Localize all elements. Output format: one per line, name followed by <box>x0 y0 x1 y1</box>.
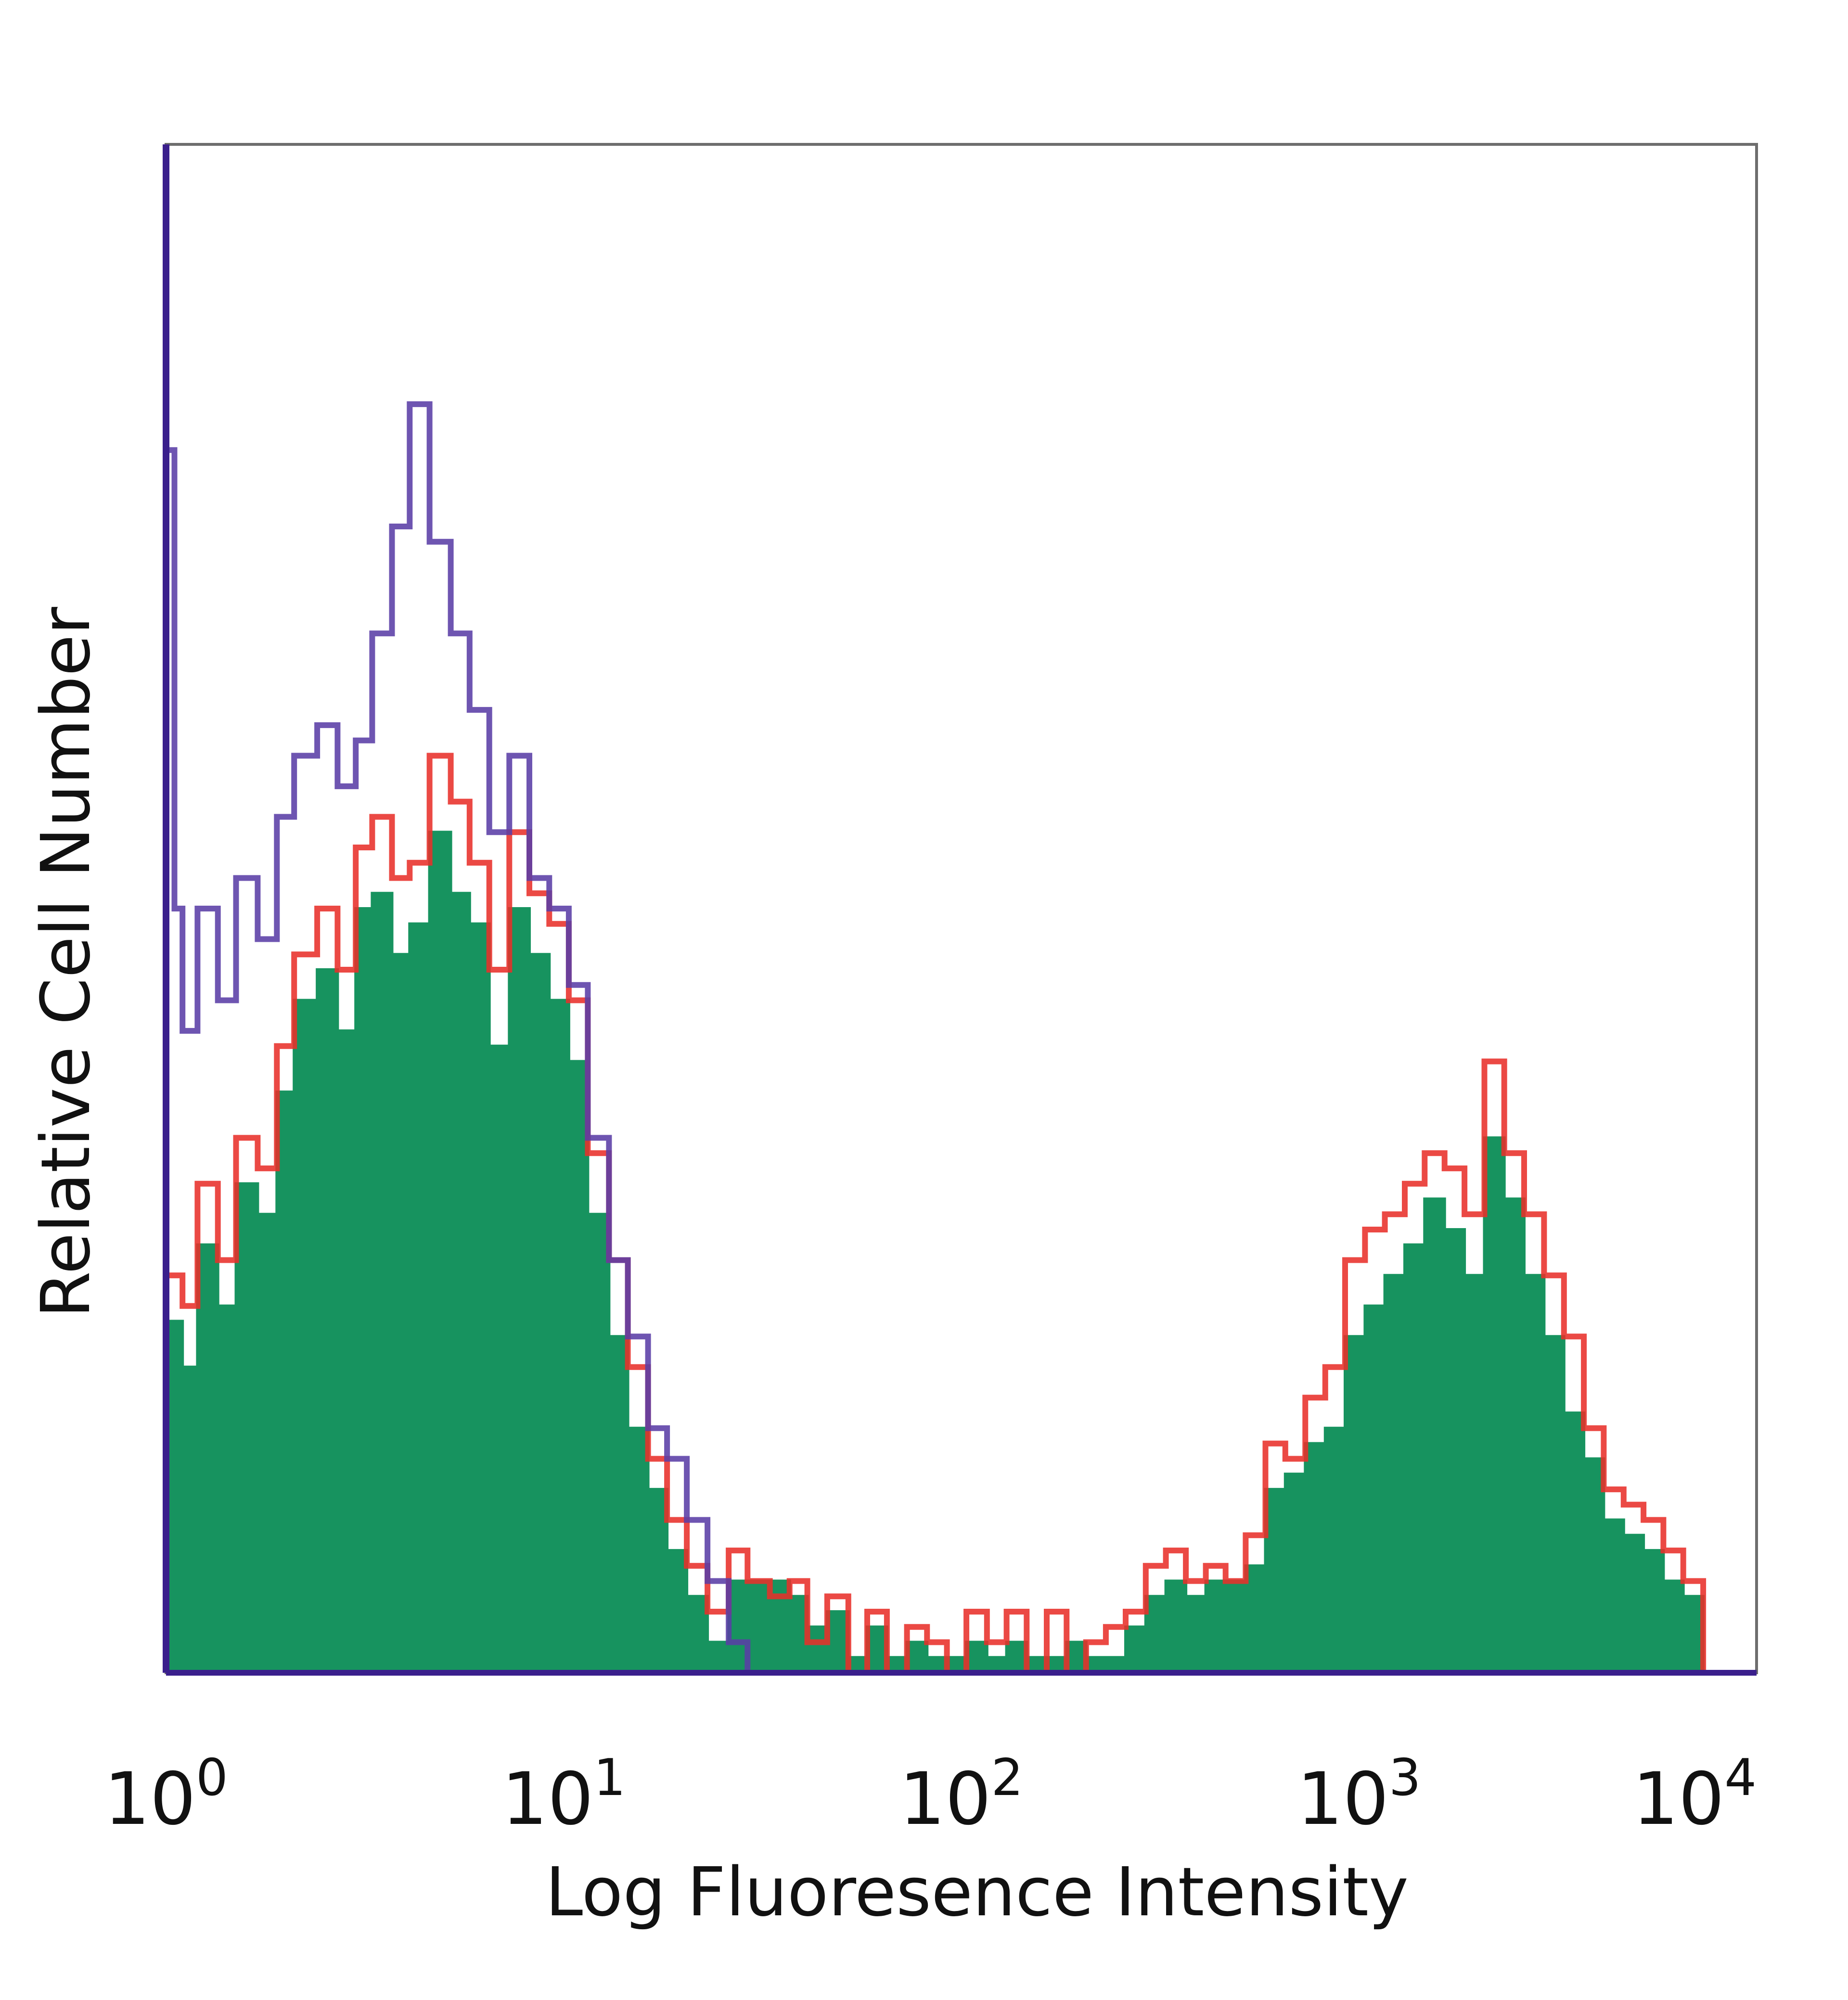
x-tick-label: 104 <box>1632 1748 1757 1841</box>
x-tick-label: 100 <box>104 1748 228 1841</box>
x-tick-label: 101 <box>501 1748 626 1841</box>
x-tick-labels: 100 101 102 103 104 <box>104 1748 1757 1841</box>
histogram-series <box>163 401 1757 1676</box>
histogram-series-2 <box>163 753 1757 1676</box>
x-tick-label: 103 <box>1297 1748 1421 1841</box>
x-axis-label: Log Fluoresence Intensity <box>545 1853 1409 1932</box>
histogram-series-1 <box>165 831 1757 1674</box>
x-tick-label: 102 <box>899 1748 1024 1841</box>
histogram-series-3 <box>163 401 1757 1676</box>
y-axis-label: Relative Cell Number <box>27 607 105 1318</box>
